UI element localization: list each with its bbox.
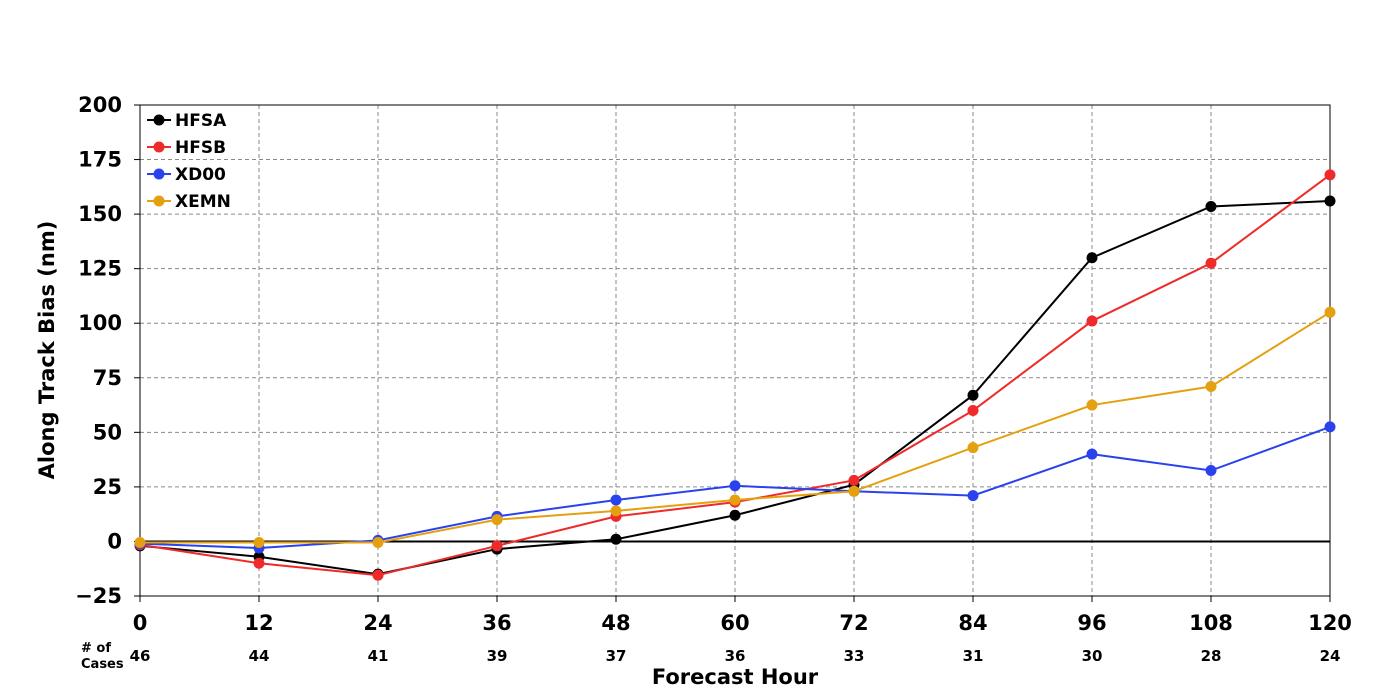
y-tick-label: 200 (78, 93, 122, 117)
x-tick-label: 84 (958, 611, 987, 635)
legend: HFSA HFSB XD00 XEMN (147, 111, 231, 212)
cases-label-line2: Cases (81, 657, 124, 672)
case-count: 41 (368, 647, 389, 665)
data-point-xemn (610, 505, 622, 517)
y-tick-label: 125 (78, 257, 122, 281)
data-point-xemn (967, 442, 979, 454)
x-tick-label: 48 (601, 611, 630, 635)
data-point-hfsa (967, 389, 979, 401)
data-point-hfsb (848, 474, 860, 486)
series-group (134, 169, 1336, 581)
y-tick-label: 150 (78, 202, 122, 226)
y-axis-ticks: −25 0 25 50 75 100 125 150 175 200 (75, 93, 140, 608)
data-point-hfsb (253, 557, 265, 569)
data-point-xemn (134, 537, 146, 549)
x-tick-label: 12 (244, 611, 273, 635)
data-point-hfsb (1324, 169, 1336, 181)
case-count: 28 (1201, 647, 1222, 665)
y-tick-label: 75 (93, 366, 122, 390)
data-point-xd00 (610, 494, 622, 506)
y-tick-label: 100 (78, 311, 122, 335)
y-axis-title: Along Track Bias (nm) (35, 221, 59, 480)
data-point-xd00 (1086, 448, 1098, 460)
case-count: 36 (725, 647, 746, 665)
y-tick-label: 50 (93, 420, 122, 444)
case-count: 44 (249, 647, 270, 665)
x-tick-label: 0 (133, 611, 148, 635)
data-point-hfsa (610, 533, 622, 545)
legend-item-xd00: XD00 (147, 165, 226, 185)
data-point-xemn (1086, 399, 1098, 411)
x-tick-label: 108 (1189, 611, 1233, 635)
legend-marker (153, 168, 165, 180)
legend-item-hfsa: HFSA (147, 111, 227, 131)
legend-marker (153, 195, 165, 207)
legend-item-hfsb: HFSB (147, 138, 226, 158)
data-point-xemn (372, 537, 384, 549)
data-point-hfsb (967, 405, 979, 417)
data-point-xemn (729, 494, 741, 506)
data-point-xd00 (967, 490, 979, 502)
x-tick-label: 60 (720, 611, 749, 635)
case-count: 39 (487, 647, 508, 665)
series-xemn (134, 306, 1336, 549)
data-point-xemn (848, 485, 860, 497)
data-point-xemn (1324, 306, 1336, 318)
legend-label: HFSB (175, 138, 226, 158)
legend-item-xemn: XEMN (147, 192, 231, 212)
data-point-hfsb (491, 540, 503, 552)
cases-row: 46 44 41 39 37 36 33 31 30 28 24 (130, 647, 1341, 665)
legend-marker (153, 141, 165, 153)
x-tick-label: 36 (482, 611, 511, 635)
case-count: 31 (963, 647, 984, 665)
data-point-hfsa (1086, 252, 1098, 264)
case-count: 30 (1082, 647, 1103, 665)
data-point-xd00 (1324, 421, 1336, 433)
x-tick-label: 24 (363, 611, 392, 635)
data-point-xemn (491, 514, 503, 526)
data-point-hfsa (1205, 200, 1217, 212)
data-point-hfsa (729, 509, 741, 521)
cases-label-line1: # of (81, 641, 111, 656)
data-point-hfsb (1205, 257, 1217, 269)
data-point-xd00 (1205, 465, 1217, 477)
x-axis-title: Forecast Hour (652, 665, 819, 689)
y-tick-label: −25 (75, 584, 122, 608)
x-axis-ticks: 0 12 24 36 48 60 72 84 96 108 120 (133, 596, 1352, 635)
data-point-hfsa (1324, 195, 1336, 207)
y-tick-label: 25 (93, 475, 122, 499)
y-tick-label: 175 (78, 148, 122, 172)
y-tick-label: 0 (107, 529, 122, 553)
legend-label: HFSA (175, 111, 227, 131)
x-tick-label: 72 (839, 611, 868, 635)
case-count: 33 (844, 647, 865, 665)
legend-label: XEMN (175, 192, 231, 212)
data-point-hfsb (1086, 315, 1098, 327)
legend-marker (153, 114, 165, 126)
x-tick-label: 120 (1308, 611, 1352, 635)
x-tick-label: 96 (1077, 611, 1106, 635)
legend-label: XD00 (175, 165, 226, 185)
case-count: 46 (130, 647, 151, 665)
case-count: 24 (1320, 647, 1341, 665)
data-point-hfsb (372, 569, 384, 581)
case-count: 37 (606, 647, 627, 665)
grid-lines (140, 105, 1330, 596)
data-point-xd00 (729, 480, 741, 492)
data-point-xemn (1205, 381, 1217, 393)
data-point-xemn (253, 537, 265, 549)
